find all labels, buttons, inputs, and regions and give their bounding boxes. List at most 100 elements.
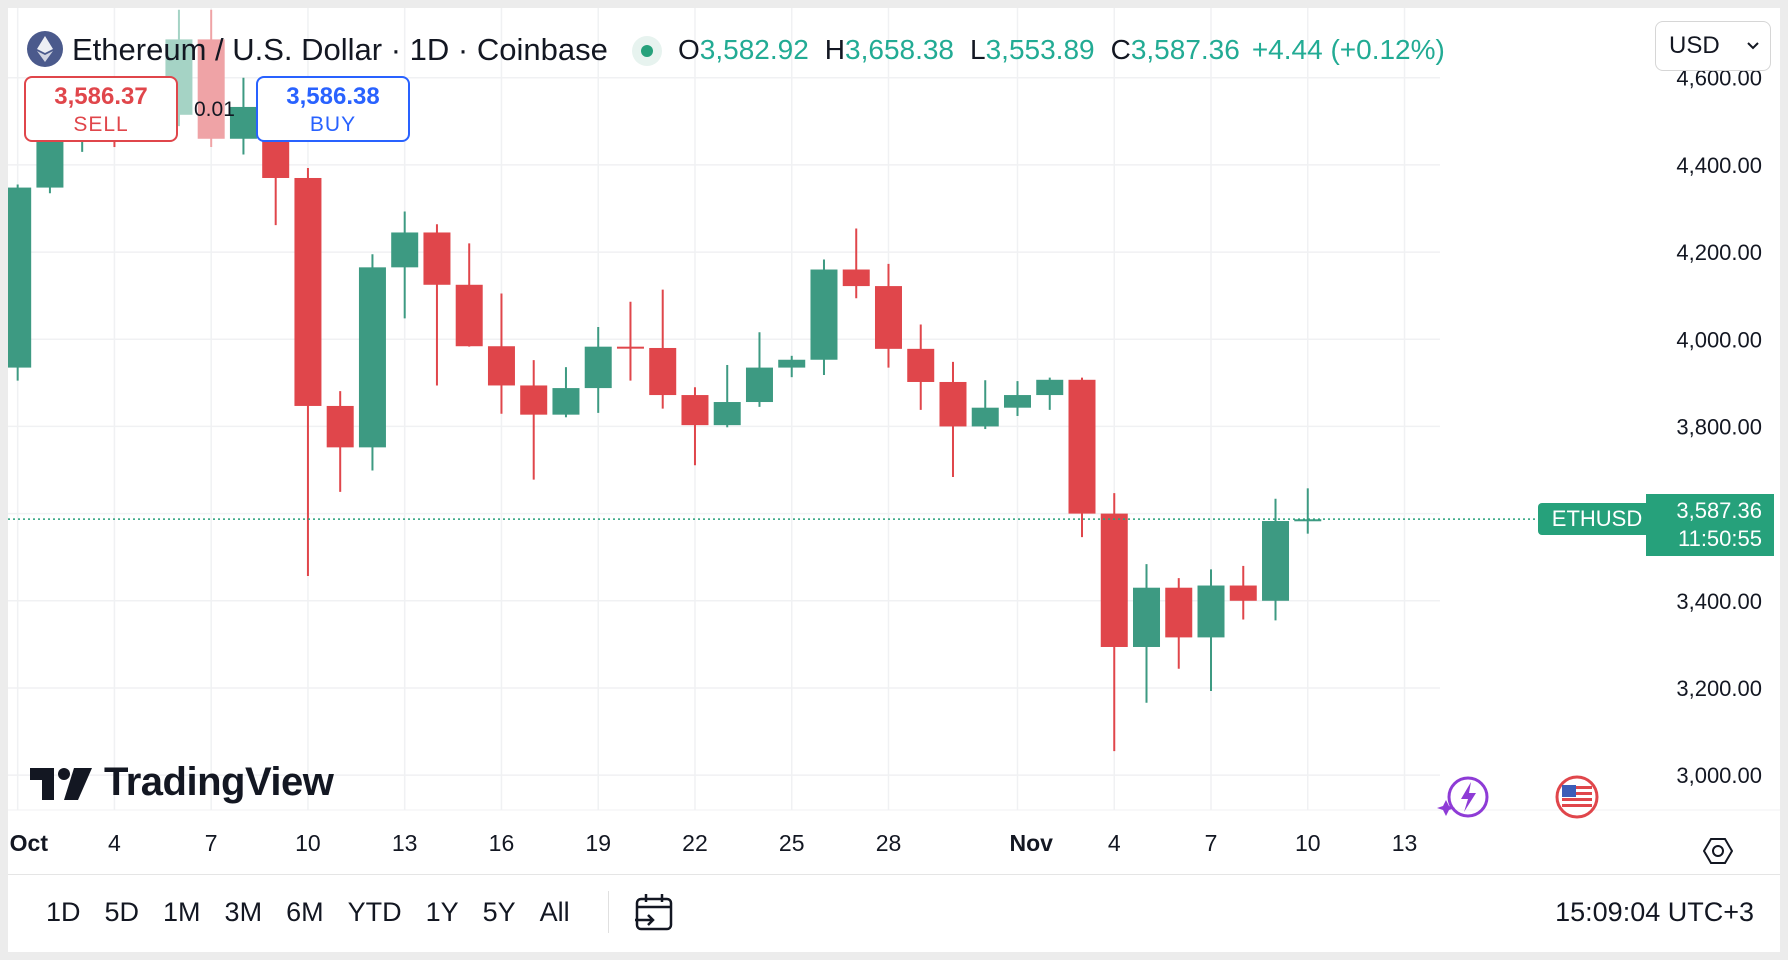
candle-body (649, 347, 677, 396)
candle (294, 167, 322, 576)
symbol-title[interactable]: Ethereum / U.S. Dollar · 1D · Coinbase (72, 32, 608, 67)
candle (1294, 488, 1322, 534)
y-tick-label: 3,200.00 (1676, 676, 1762, 701)
x-tick-label: Nov (1009, 830, 1053, 856)
x-tick-label: 10 (295, 830, 321, 856)
candle (1262, 498, 1290, 621)
x-tick-label: 25 (778, 830, 805, 856)
open-label: O (678, 34, 700, 65)
x-tick-label: 16 (488, 830, 515, 856)
candle (229, 77, 257, 155)
sell-button[interactable]: 3,586.37 SELL (24, 76, 178, 142)
range-button-1m[interactable]: 1M (163, 897, 201, 927)
ethereum-icon (27, 31, 63, 67)
candle-body (326, 405, 354, 448)
candle-body (616, 346, 644, 349)
candle (810, 259, 838, 376)
candle-body (8, 187, 32, 368)
tradingview-logo-text: TradingView (104, 760, 334, 804)
candle (1100, 493, 1128, 752)
range-button-1y[interactable]: 1Y (425, 897, 459, 927)
candle-body (971, 407, 999, 427)
ohlc-readout: O 3,582.92 H 3,658.38 L 3,553.89 C 3,587.36 … (678, 30, 1445, 70)
currency-select[interactable]: USD (1655, 21, 1771, 71)
last-price-line-layer (8, 518, 1780, 811)
candle (649, 289, 677, 409)
x-tick-label: 7 (1204, 830, 1218, 856)
candlestick-chart[interactable]: 3,000.003,200.003,400.003,600.003,800.00… (8, 8, 1780, 874)
range-button-all[interactable]: All (539, 897, 570, 927)
candle (455, 243, 483, 347)
candle (358, 254, 386, 471)
candle-body (584, 346, 612, 389)
candle-body (487, 346, 515, 386)
candle-body (552, 388, 580, 415)
candle-body (1036, 379, 1064, 396)
market-open-icon (632, 36, 662, 66)
candle (1229, 565, 1257, 620)
symbol-price-tag: ETHUSD (1538, 503, 1656, 536)
sell-price: 3,586.37 (54, 83, 148, 110)
candle (874, 263, 902, 368)
candle (681, 387, 709, 466)
candle (423, 224, 451, 386)
chevron-down-icon (1747, 42, 1759, 50)
range-button-5d[interactable]: 5D (104, 897, 140, 927)
candle-body (197, 39, 225, 139)
candle (8, 184, 32, 381)
range-button-1d[interactable]: 1D (46, 897, 81, 927)
candle-body (778, 359, 806, 368)
candle-body (842, 269, 870, 287)
candle (939, 361, 967, 477)
utc-clock[interactable]: 15:09:04 UTC+3 (1555, 897, 1754, 927)
high-label: H (824, 34, 846, 65)
low-value: 3,553.89 (985, 34, 1095, 65)
candle (584, 327, 612, 413)
candle-body (810, 269, 838, 360)
candle-body (1003, 395, 1031, 408)
y-tick-label: 4,000.00 (1676, 327, 1762, 352)
candle-body (455, 284, 483, 347)
candle-body (1165, 587, 1193, 638)
x-tick-label: 19 (585, 830, 611, 856)
y-tick-label: 4,400.00 (1676, 153, 1762, 178)
sell-label: SELL (73, 113, 129, 136)
range-button-3m[interactable]: 3M (224, 897, 263, 927)
tradingview-logo[interactable]: TradingView (30, 760, 334, 805)
candle-body (1262, 521, 1290, 601)
quantity-value[interactable]: 0.01 (194, 98, 235, 121)
lightning-event-icon[interactable] (1436, 774, 1492, 820)
candle (616, 301, 644, 381)
candle (907, 324, 935, 410)
high-value: 3,658.38 (845, 34, 955, 65)
x-tick-label: Oct (9, 830, 49, 856)
candle (778, 355, 806, 378)
candle-body (1229, 585, 1257, 601)
candle (552, 367, 580, 418)
us-flag-event-icon[interactable] (1554, 774, 1600, 820)
y-tick-label: 3,400.00 (1676, 589, 1762, 614)
open-value: 3,582.92 (699, 34, 809, 65)
chart-widget: 3,000.003,200.003,400.003,600.003,800.00… (8, 8, 1780, 952)
candle (391, 211, 419, 319)
buy-button[interactable]: 3,586.38 BUY (256, 76, 410, 142)
candle-body (745, 367, 773, 403)
candle-body (939, 381, 967, 427)
candle (487, 293, 515, 414)
x-tick-label: 13 (1391, 830, 1418, 856)
x-tick-label: 22 (682, 830, 708, 856)
candle-body (423, 232, 451, 285)
candle-body (358, 267, 386, 448)
range-button-5y[interactable]: 5Y (482, 897, 516, 927)
close-label: C (1110, 34, 1131, 65)
chart-settings-icon[interactable] (1703, 836, 1733, 866)
go-to-date-icon[interactable] (633, 891, 677, 933)
range-button-6m[interactable]: 6M (286, 897, 324, 927)
candle (1133, 564, 1161, 703)
candle (1036, 377, 1064, 410)
bottom-toolbar: 1D 5D 1M 3M 6M YTD 1Y 5Y All 15:09:04 UTC+3 (8, 874, 1780, 953)
candle (745, 332, 773, 407)
candle-body (520, 385, 548, 415)
last-price-tag: 3,587.36 11:50:55 (1646, 494, 1774, 557)
range-button-ytd[interactable]: YTD (347, 897, 402, 927)
